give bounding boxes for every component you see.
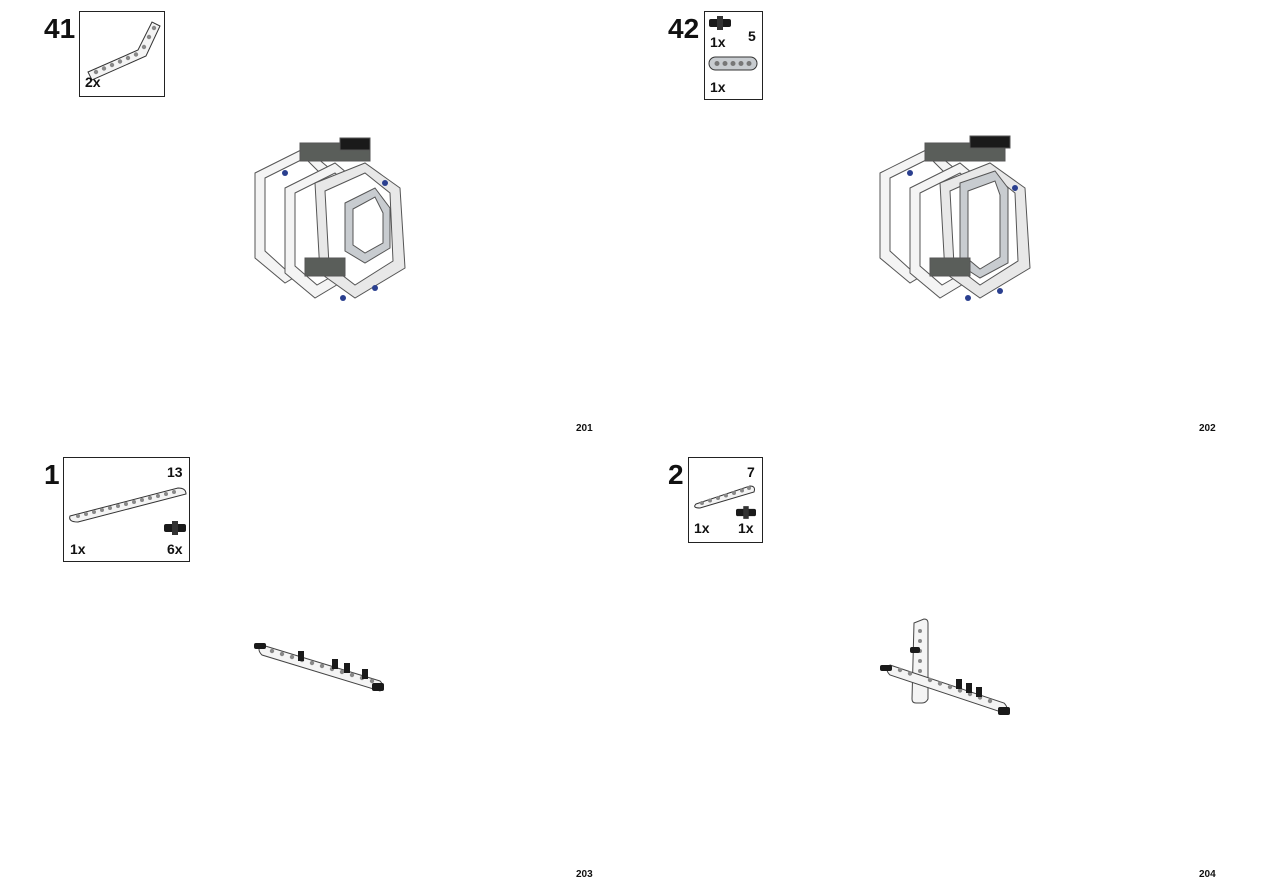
part-quantity: 1x <box>694 520 710 536</box>
black-connector-icon <box>709 16 731 30</box>
beam-with-connectors-illustration <box>254 643 384 692</box>
hexagon-frame-assembly-illustration <box>879 135 1031 301</box>
cross-beam-assembly-illustration <box>880 618 1010 715</box>
step-number: 41 <box>44 13 76 44</box>
instruction-page-204: 2 7 1x 1x 204 <box>632 447 1263 893</box>
parts-callout: 13 1x 6x <box>63 457 190 562</box>
part-quantity: 1x <box>70 541 86 557</box>
part-quantity: 1x <box>738 520 754 536</box>
page-number: 201 <box>576 423 593 434</box>
instruction-page-202: 42 1x 5 1x 202 <box>632 0 1263 446</box>
step-number: 42 <box>668 13 700 44</box>
hexagon-frame-assembly-illustration <box>254 137 406 301</box>
part-quantity: 6x <box>167 541 183 557</box>
step-number: 2 <box>668 459 684 490</box>
part-quantity: 2x <box>85 74 101 90</box>
black-connector-icon <box>736 506 756 519</box>
page-number: 203 <box>576 869 593 880</box>
white-beam-13-icon <box>69 487 187 523</box>
beam-length: 7 <box>747 464 755 480</box>
parts-callout: 7 1x 1x <box>688 457 763 543</box>
part-quantity: 1x <box>710 34 726 50</box>
beam-length: 5 <box>748 28 756 44</box>
parts-callout: 2x <box>79 11 165 97</box>
gray-beam-5-icon <box>708 56 758 71</box>
beam-length: 13 <box>167 464 183 480</box>
page-number: 202 <box>1199 423 1216 434</box>
instruction-page-203: 1 13 1x 6x 203 <box>0 447 631 893</box>
page-number: 204 <box>1199 869 1216 880</box>
instruction-page-201: 41 2x 201 <box>0 0 631 446</box>
black-connector-icon <box>164 521 186 535</box>
part-quantity: 1x <box>710 79 726 95</box>
parts-callout: 1x 5 1x <box>704 11 763 100</box>
white-beam-7-icon <box>694 485 755 509</box>
step-number: 1 <box>44 459 60 490</box>
bent-beam-icon <box>87 21 161 81</box>
